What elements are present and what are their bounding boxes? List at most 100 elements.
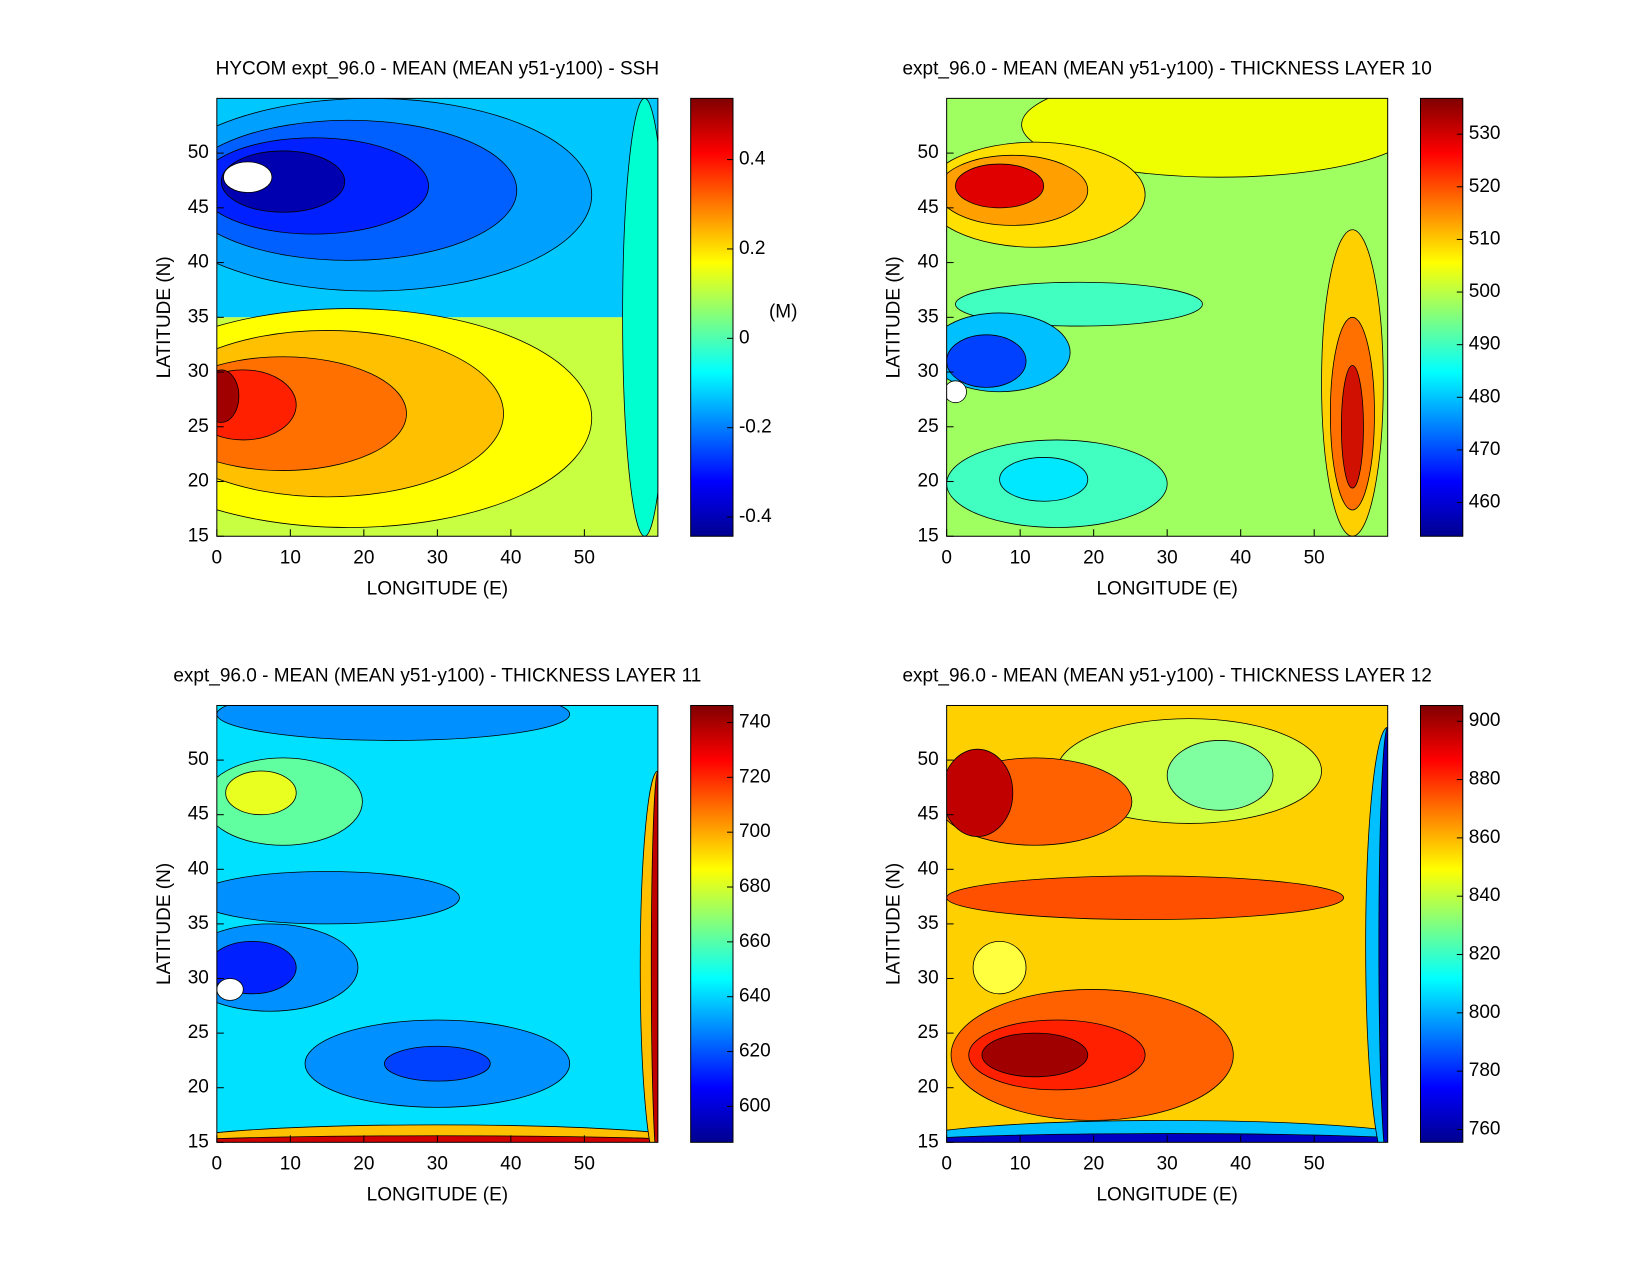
- colorbar-tick-label: 0.4: [739, 149, 766, 170]
- colorbar: [1419, 97, 1464, 537]
- y-tick-label: 50: [188, 749, 209, 770]
- contour-region: [999, 457, 1089, 502]
- colorbar-tick-label: 470: [1469, 439, 1501, 460]
- colorbar-tick-label: 500: [1469, 281, 1501, 302]
- y-tick-label: 40: [918, 252, 939, 273]
- y-tick-label: 40: [188, 858, 209, 879]
- y-axis-label: LATITUDE (N): [884, 256, 905, 378]
- contour-region: [972, 940, 1027, 995]
- colorbar-tick-label: 660: [739, 931, 771, 952]
- y-axis-label: LATITUDE (N): [884, 863, 905, 985]
- y-tick-label: 45: [918, 197, 939, 218]
- y-tick-label: 20: [918, 1077, 939, 1098]
- contour-region: [225, 770, 297, 816]
- x-tick-label: 50: [574, 547, 595, 568]
- x-tick-label: 40: [500, 547, 521, 568]
- colorbar-tick-label: 620: [739, 1041, 771, 1062]
- y-tick-label: 35: [918, 306, 939, 327]
- x-tick-label: 20: [353, 547, 374, 568]
- colorbar-tick-label: 460: [1469, 492, 1501, 513]
- contour-region: [946, 748, 1014, 837]
- y-tick-label: 50: [918, 749, 939, 770]
- contour-region: [946, 875, 1344, 920]
- panel: 0 10 20 30 40 50 15 20 25 30 35 40 45 50 expt_96.0 - M…: [884, 58, 1501, 599]
- x-tick-label: 20: [1083, 1153, 1104, 1174]
- x-tick-label: 0: [212, 547, 223, 568]
- contour-region: [216, 705, 571, 741]
- chart-title: HYCOM expt_96.0 - MEAN (MEAN y51-y100) -…: [216, 58, 659, 79]
- contour-field: [216, 705, 658, 1143]
- y-tick-label: 40: [188, 252, 209, 273]
- colorbar-tick-label: 700: [739, 821, 771, 842]
- colorbar-tick-label: 530: [1469, 123, 1501, 144]
- x-tick-label: 50: [1304, 547, 1325, 568]
- colorbar-tick-label: 880: [1469, 769, 1501, 790]
- contour-field: [216, 98, 658, 537]
- y-tick-label: 30: [918, 361, 939, 382]
- contour-region: [1378, 726, 1388, 1143]
- y-tick-label: 35: [918, 913, 939, 934]
- y-tick-label: 40: [918, 858, 939, 879]
- colorbar: [690, 97, 734, 537]
- y-tick-label: 45: [188, 804, 209, 825]
- contour-region: [216, 978, 244, 1001]
- contour-region: [384, 1045, 491, 1082]
- x-tick-label: 20: [353, 1153, 374, 1174]
- contour-region: [216, 369, 240, 423]
- contour-region: [946, 380, 967, 404]
- colorbar-tick-label: -0.2: [739, 417, 772, 438]
- y-tick-label: 50: [918, 142, 939, 163]
- colorbar-tick-label: 480: [1469, 386, 1501, 407]
- colorbar-tick-label: 680: [739, 876, 771, 897]
- chart-title: expt_96.0 - MEAN (MEAN y51-y100) - THICK…: [902, 666, 1431, 687]
- colorbar-tick-label: 860: [1469, 827, 1501, 848]
- colorbar-tick-label: 780: [1469, 1060, 1501, 1081]
- contour-region: [1166, 740, 1274, 811]
- panel: 0 10 20 30 40 50 15 20 25 30 35 40 45 50 expt_96.0 - M…: [154, 666, 771, 1206]
- x-axis-label: LONGITUDE (E): [367, 1184, 508, 1205]
- y-tick-label: 20: [188, 1077, 209, 1098]
- y-axis-label: LATITUDE (N): [154, 863, 175, 985]
- y-tick-label: 45: [188, 197, 209, 218]
- colorbar: [1419, 704, 1464, 1143]
- y-tick-label: 30: [188, 361, 209, 382]
- chart-title: expt_96.0 - MEAN (MEAN y51-y100) - THICK…: [902, 58, 1431, 79]
- colorbar-tick-label: 740: [739, 712, 771, 733]
- contour-region: [981, 1032, 1089, 1078]
- y-tick-label: 15: [188, 1131, 209, 1152]
- x-tick-label: 30: [1157, 1153, 1178, 1174]
- x-axis-label: LONGITUDE (E): [367, 578, 508, 599]
- y-tick-label: 25: [188, 416, 209, 437]
- x-axis-label: LONGITUDE (E): [1096, 578, 1237, 599]
- y-tick-label: 30: [188, 968, 209, 989]
- x-axis-label: LONGITUDE (E): [1096, 1184, 1237, 1205]
- contour-region: [955, 163, 1045, 209]
- x-tick-label: 50: [1304, 1153, 1325, 1174]
- y-tick-label: 35: [188, 306, 209, 327]
- colorbar-label: (M): [769, 301, 797, 322]
- x-tick-label: 10: [1010, 1153, 1031, 1174]
- x-tick-label: 40: [1230, 1153, 1251, 1174]
- y-tick-label: 15: [918, 1131, 939, 1152]
- colorbar-tick-label: 490: [1469, 334, 1501, 355]
- contour-field: [946, 98, 1388, 537]
- colorbar-tick-label: 520: [1469, 176, 1501, 197]
- y-tick-label: 20: [188, 471, 209, 492]
- y-tick-label: 35: [188, 913, 209, 934]
- chart-title: expt_96.0 - MEAN (MEAN y51-y100) - THICK…: [173, 666, 701, 687]
- colorbar-tick-label: 600: [739, 1095, 771, 1116]
- colorbar-tick-label: 760: [1469, 1119, 1501, 1140]
- y-tick-label: 15: [188, 525, 209, 546]
- x-tick-label: 40: [1230, 547, 1251, 568]
- panel: 0 10 20 30 40 50 15 20 25 30 35 40 45 50 HYCOM expt_96…: [154, 58, 798, 599]
- y-tick-label: 25: [188, 1022, 209, 1043]
- colorbar-tick-label: 840: [1469, 885, 1501, 906]
- x-tick-label: 0: [212, 1153, 223, 1174]
- colorbar-tick-label: 510: [1469, 228, 1501, 249]
- y-tick-label: 50: [188, 142, 209, 163]
- y-tick-label: 20: [918, 471, 939, 492]
- x-tick-label: 0: [941, 547, 952, 568]
- colorbar-tick-label: 0.2: [739, 238, 765, 259]
- x-tick-label: 50: [574, 1153, 595, 1174]
